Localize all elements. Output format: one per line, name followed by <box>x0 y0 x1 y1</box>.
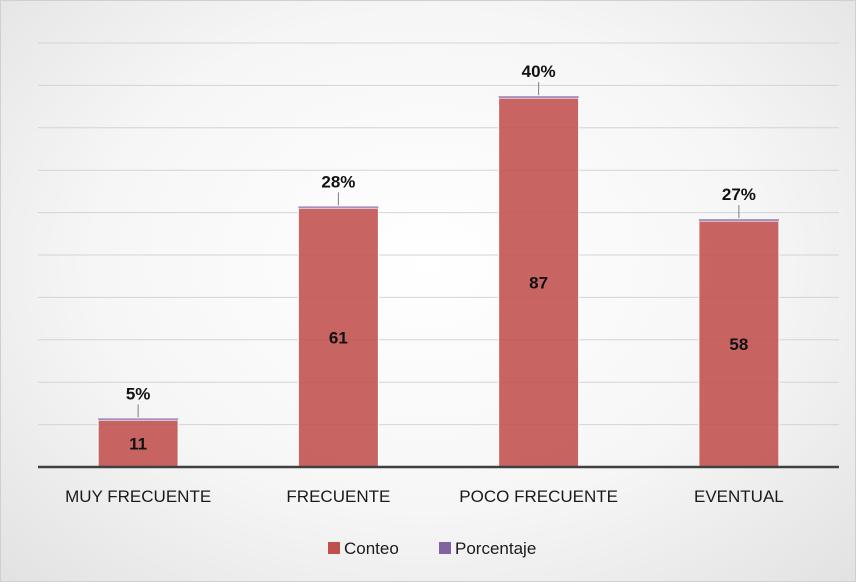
category-label: EVENTUAL <box>694 487 784 506</box>
data-label-porcentaje: 5% <box>126 384 151 403</box>
data-label-porcentaje: 28% <box>321 172 355 191</box>
bar-porcentaje <box>298 206 379 209</box>
category-label: FRECUENTE <box>286 487 390 506</box>
data-label-conteo: 58 <box>729 335 748 354</box>
data-label-porcentaje: 40% <box>522 62 556 81</box>
data-label-conteo: 61 <box>329 329 348 348</box>
category-labels: MUY FRECUENTE FRECUENTE POCO FRECUENTE EVEN… <box>65 487 784 506</box>
data-label-conteo: 87 <box>529 274 548 293</box>
bar-conteo <box>698 220 780 468</box>
bar-conteo <box>297 207 379 468</box>
bars <box>97 96 780 468</box>
legend-label-porcentaje: Porcentaje <box>455 539 536 558</box>
legend-label-conteo: Conteo <box>344 539 399 558</box>
category-label: MUY FRECUENTE <box>65 487 211 506</box>
data-label-conteo: 11 <box>129 435 147 454</box>
bar-porcentaje <box>698 219 779 222</box>
legend: Conteo Porcentaje <box>328 539 536 558</box>
bar-porcentaje <box>498 96 579 99</box>
legend-swatch-conteo <box>328 542 340 554</box>
category-label: POCO FRECUENTE <box>459 487 618 506</box>
legend-swatch-porcentaje <box>439 542 451 554</box>
data-label-porcentaje: 27% <box>722 185 756 204</box>
gridlines <box>38 42 839 426</box>
data-labels: 11 5% 61 28% 87 40% 58 27% <box>126 62 756 454</box>
bar-porcentaje <box>98 418 179 421</box>
